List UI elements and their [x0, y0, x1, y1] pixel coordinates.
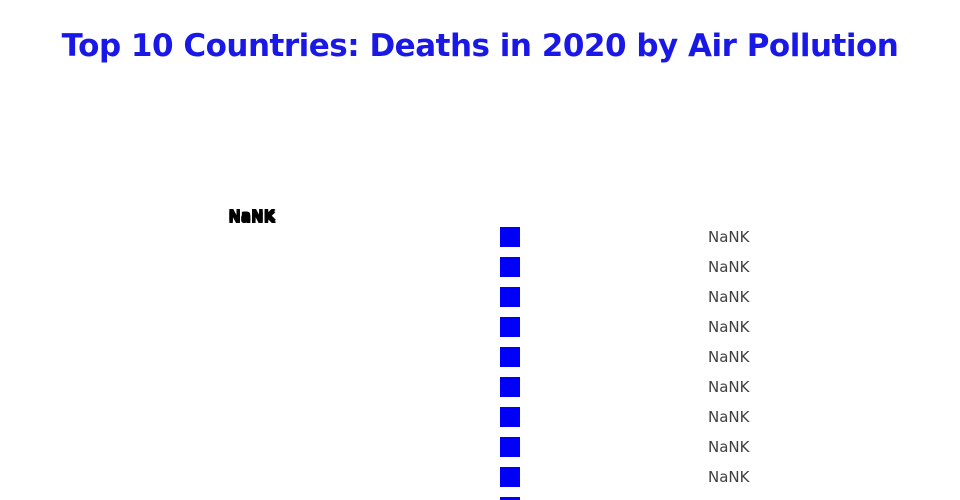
legend: NaNK NaNK NaNK NaNK NaNK NaNK NaNK NaNK …	[500, 227, 760, 500]
legend-item-label: NaNK	[708, 318, 750, 336]
legend-item-label: NaNK	[708, 228, 750, 246]
legend-item-label: NaNK	[708, 408, 750, 426]
legend-item[interactable]: NaNK	[500, 467, 760, 487]
legend-item-label: NaNK	[708, 258, 750, 276]
legend-item-label: NaNK	[708, 468, 750, 486]
legend-swatch-icon	[500, 437, 520, 457]
legend-item[interactable]: NaNK	[500, 317, 760, 337]
legend-item[interactable]: NaNK	[500, 347, 760, 367]
legend-item-label: NaNK	[708, 348, 750, 366]
chart-title: Top 10 Countries: Deaths in 2020 by Air …	[61, 28, 899, 64]
legend-item-label: NaNK	[708, 438, 750, 456]
legend-item[interactable]: NaNK	[500, 257, 760, 277]
legend-item-label: NaNK	[708, 378, 750, 396]
legend-item[interactable]: NaNK	[500, 287, 760, 307]
legend-item-label: NaNK	[708, 288, 750, 306]
legend-item[interactable]: NaNK	[500, 227, 760, 247]
legend-item[interactable]	[500, 497, 760, 500]
legend-swatch-icon	[500, 347, 520, 367]
legend-item[interactable]: NaNK	[500, 377, 760, 397]
legend-swatch-icon	[500, 377, 520, 397]
legend-swatch-icon	[500, 467, 520, 487]
legend-item[interactable]: NaNK	[500, 407, 760, 427]
legend-swatch-icon	[500, 287, 520, 307]
legend-swatch-icon	[500, 407, 520, 427]
pie-nan-label: NaNK	[228, 206, 275, 224]
legend-swatch-icon	[500, 497, 520, 500]
legend-item[interactable]: NaNK	[500, 437, 760, 457]
legend-swatch-icon	[500, 227, 520, 247]
legend-swatch-icon	[500, 257, 520, 277]
legend-swatch-icon	[500, 317, 520, 337]
